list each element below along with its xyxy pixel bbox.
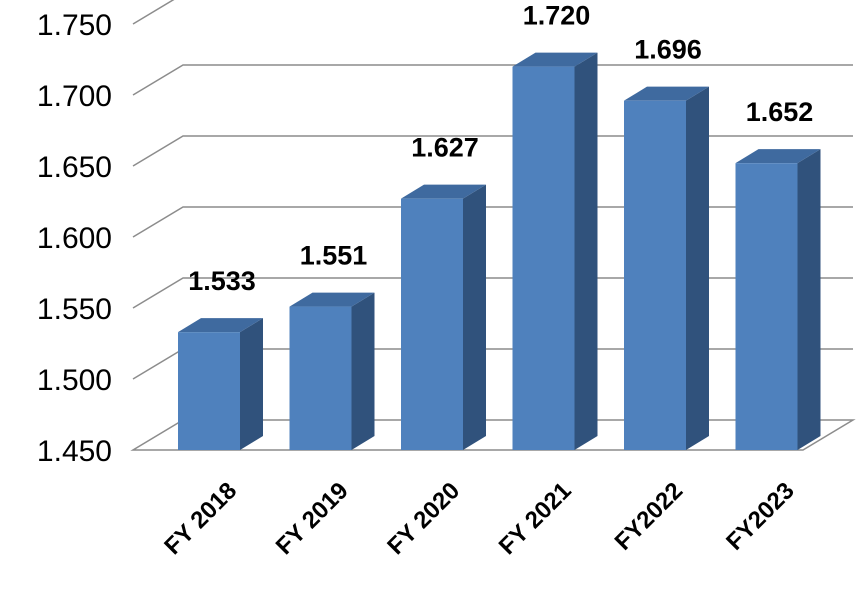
floor-plane <box>130 419 856 451</box>
bar-top <box>512 52 598 67</box>
y-tick-label: 1.700 <box>37 80 112 113</box>
bar-side <box>351 292 375 450</box>
data-label: 1.652 <box>746 97 814 127</box>
bar-top <box>624 86 709 101</box>
x-category-label: FY 2021 <box>494 477 577 560</box>
bar-front <box>178 332 240 450</box>
bar <box>401 184 486 450</box>
bar-front <box>289 306 352 450</box>
bar <box>624 86 709 451</box>
y-tick-label: 1.600 <box>37 222 112 255</box>
data-labels: 1.533 1.551 1.627 1.720 1.696 1.652 <box>188 1 813 297</box>
bar <box>178 318 263 450</box>
x-category-label: FY 2019 <box>271 477 354 560</box>
data-label: 1.696 <box>634 35 702 65</box>
bar-side <box>686 86 709 451</box>
bar-top <box>178 318 263 333</box>
bar-top <box>289 292 375 307</box>
bar-front <box>624 100 686 451</box>
y-tick-label: 1.750 <box>37 9 112 42</box>
gridlines <box>130 0 856 451</box>
x-category-label: FY2023 <box>721 477 800 556</box>
bar-front <box>512 66 575 450</box>
bar <box>735 149 821 450</box>
data-label: 1.551 <box>300 241 368 271</box>
x-category-label: FY 2018 <box>159 477 242 560</box>
x-category-label: FY 2020 <box>382 477 465 560</box>
data-label: 1.720 <box>523 1 591 31</box>
bar-front <box>735 163 798 450</box>
gridline <box>132 64 853 96</box>
data-label: 1.627 <box>411 133 479 163</box>
bar-top <box>735 149 821 164</box>
bar-side <box>240 318 263 450</box>
bar <box>289 292 375 450</box>
bar-side <box>574 52 598 450</box>
y-tick-label: 1.650 <box>37 151 112 184</box>
bars <box>178 52 821 451</box>
bar-side <box>463 184 486 450</box>
x-axis-categories: FY 2018 FY 2019 FY 2020 FY 2021 FY2022 FY2023 <box>159 477 799 560</box>
bar <box>512 52 598 450</box>
data-label: 1.533 <box>188 266 256 296</box>
bar-side <box>797 149 821 450</box>
bar-top <box>401 184 486 199</box>
y-axis-ticks: 1.450 1.500 1.550 1.600 1.650 1.700 1.750 <box>37 9 112 468</box>
y-tick-label: 1.450 <box>37 435 112 468</box>
x-category-label: FY2022 <box>610 477 689 556</box>
y-tick-label: 1.500 <box>37 364 112 397</box>
gridline <box>132 0 175 25</box>
y-tick-label: 1.550 <box>37 293 112 326</box>
bar-front <box>401 198 463 450</box>
